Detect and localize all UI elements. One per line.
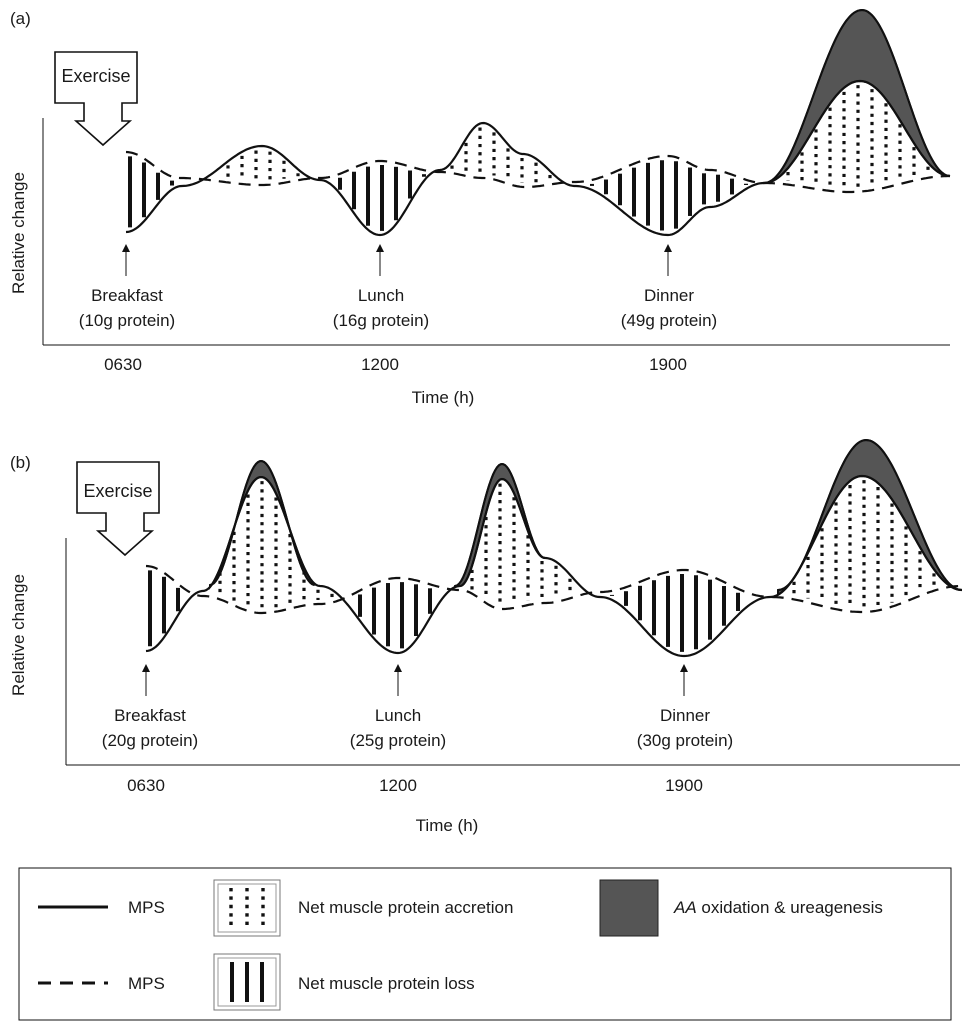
panel-b-tick-1200: 1200 <box>379 776 417 795</box>
panel-a: (a) Relative change Exercise Breakfast (… <box>9 8 951 407</box>
panel-b: (b) Relative change Exercise Breakfast (… <box>9 438 962 835</box>
panel-a-lunch-arrow <box>376 244 384 276</box>
panel-a-letter: (a) <box>10 9 31 28</box>
panel-a-dinner-protein: (49g protein) <box>621 311 717 330</box>
panel-a-breakfast-label: Breakfast <box>91 286 163 305</box>
legend-accretion-label: Net muscle protein accretion <box>298 898 513 917</box>
panel-a-tick-1900: 1900 <box>649 355 687 374</box>
panel-b-dinner-protein: (30g protein) <box>637 731 733 750</box>
panel-b-lunch-label: Lunch <box>375 706 421 725</box>
panel-b-breakfast-protein: (20g protein) <box>102 731 198 750</box>
panel-a-breakfast-arrow <box>122 244 130 276</box>
panel-a-x-label: Time (h) <box>412 388 475 407</box>
legend-oxidation-swatch <box>599 879 659 937</box>
b-oxidation-outline-2 <box>454 463 546 587</box>
panel-b-x-label: Time (h) <box>416 816 479 835</box>
legend-loss-swatch <box>213 953 281 1011</box>
panel-b-lunch-arrow <box>394 664 402 696</box>
panel-a-dinner-label: Dinner <box>644 286 694 305</box>
panel-b-dinner-arrow <box>680 664 688 696</box>
b-oxidation-outline-1 <box>209 460 315 586</box>
b-mps-dashed-curve <box>145 564 962 615</box>
panel-b-exercise-label: Exercise <box>83 481 152 501</box>
panel-b-dinner-label: Dinner <box>660 706 710 725</box>
legend-dashed-mps-label: MPS <box>128 974 165 993</box>
panel-b-breakfast-label: Breakfast <box>114 706 186 725</box>
panel-a-exercise-label: Exercise <box>61 66 130 86</box>
panel-b-tick-0630: 0630 <box>127 776 165 795</box>
legend-loss-label: Net muscle protein loss <box>298 974 475 993</box>
panel-a-lunch-protein: (16g protein) <box>333 311 429 330</box>
panel-a-tick-1200: 1200 <box>361 355 399 374</box>
panel-b-breakfast-arrow <box>142 664 150 696</box>
legend-accretion-swatch <box>213 879 281 937</box>
panel-a-y-label: Relative change <box>9 172 28 294</box>
a-mps-solid-curve <box>125 79 951 237</box>
panel-b-exercise-callout <box>76 461 160 557</box>
a-oxidation-outline-1 <box>763 8 951 184</box>
panel-a-exercise-callout <box>54 51 138 147</box>
panel-b-y-label: Relative change <box>9 574 28 696</box>
panel-b-letter: (b) <box>10 453 31 472</box>
legend-box <box>18 867 952 1021</box>
panel-b-lunch-protein: (25g protein) <box>350 731 446 750</box>
panel-a-dinner-arrow <box>664 244 672 276</box>
legend-solid-mps-label: MPS <box>128 898 165 917</box>
legend: MPS MPS Net muscle protein accretion Net… <box>18 867 952 1021</box>
legend-oxidation-label: AA oxidation & ureagenesis <box>673 898 883 917</box>
panel-b-tick-1900: 1900 <box>665 776 703 795</box>
b-mps-solid-curve <box>145 474 962 658</box>
a-mps-dashed-curve <box>125 150 950 194</box>
panel-a-tick-0630: 0630 <box>104 355 142 374</box>
panel-a-breakfast-protein: (10g protein) <box>79 311 175 330</box>
legend-oxidation-aa: AA <box>673 898 697 917</box>
legend-oxidation-rest: oxidation & ureagenesis <box>697 898 883 917</box>
panel-a-lunch-label: Lunch <box>358 286 404 305</box>
